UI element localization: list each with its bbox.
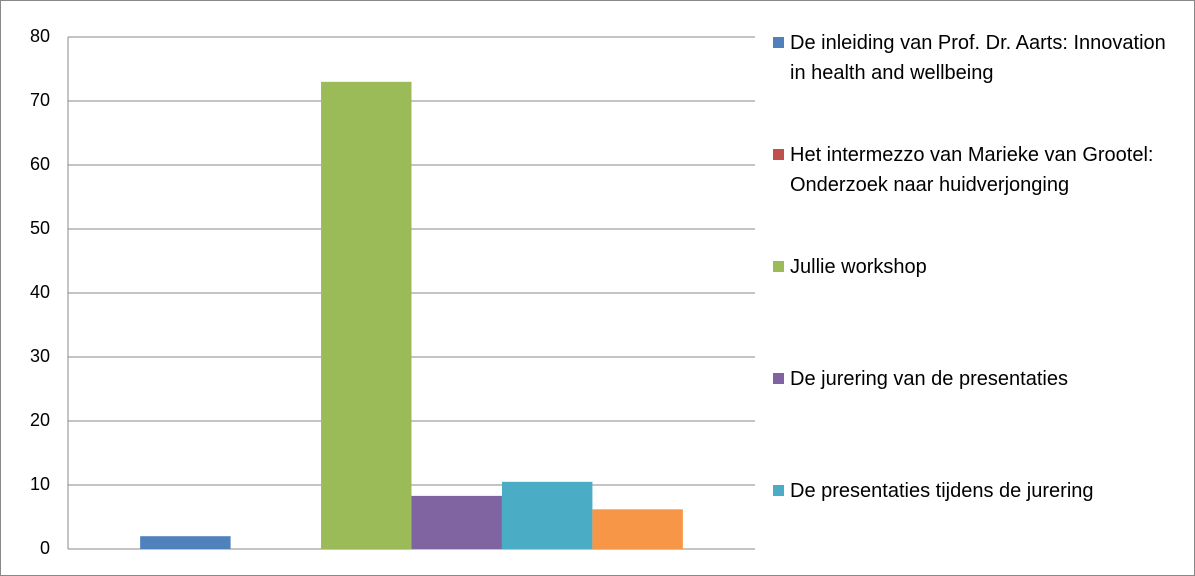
bar: [501, 481, 593, 549]
legend-entry: De jurering van de presentaties: [773, 364, 1178, 394]
bar: [321, 81, 412, 550]
y-tick-label: 60: [30, 154, 50, 174]
y-tick-label: 20: [30, 410, 50, 430]
legend-entry: De presentaties tijdens de jurering: [773, 476, 1178, 506]
legend-label: De inleiding van Prof. Dr. Aarts: Innova…: [790, 32, 1166, 84]
legend-entry: Jullie workshop: [773, 252, 1178, 282]
legend-label: Het intermezzo van Marieke van Grootel: …: [790, 144, 1154, 196]
bar: [411, 495, 502, 549]
y-tick-label: 0: [40, 538, 50, 558]
legend-swatch: [773, 37, 784, 48]
y-tick-label: 80: [30, 26, 50, 46]
y-tick-label: 40: [30, 282, 50, 302]
y-tick-label: 70: [30, 90, 50, 110]
bar: [592, 509, 683, 549]
y-tick-label: 10: [30, 474, 50, 494]
y-tick-label: 50: [30, 218, 50, 238]
legend-entry: Het intermezzo van Marieke van Grootel: …: [773, 140, 1178, 200]
legend-swatch: [773, 261, 784, 272]
legend-label: De jurering van de presentaties: [790, 368, 1068, 390]
legend-swatch: [773, 485, 784, 496]
legend-swatch: [773, 373, 784, 384]
legend-entry: De inleiding van Prof. Dr. Aarts: Innova…: [773, 28, 1178, 88]
legend-swatch: [773, 149, 784, 160]
y-tick-label: 30: [30, 346, 50, 366]
bar: [140, 536, 231, 549]
legend-label: De presentaties tijdens de jurering: [790, 480, 1094, 502]
legend-label: Jullie workshop: [790, 256, 927, 278]
